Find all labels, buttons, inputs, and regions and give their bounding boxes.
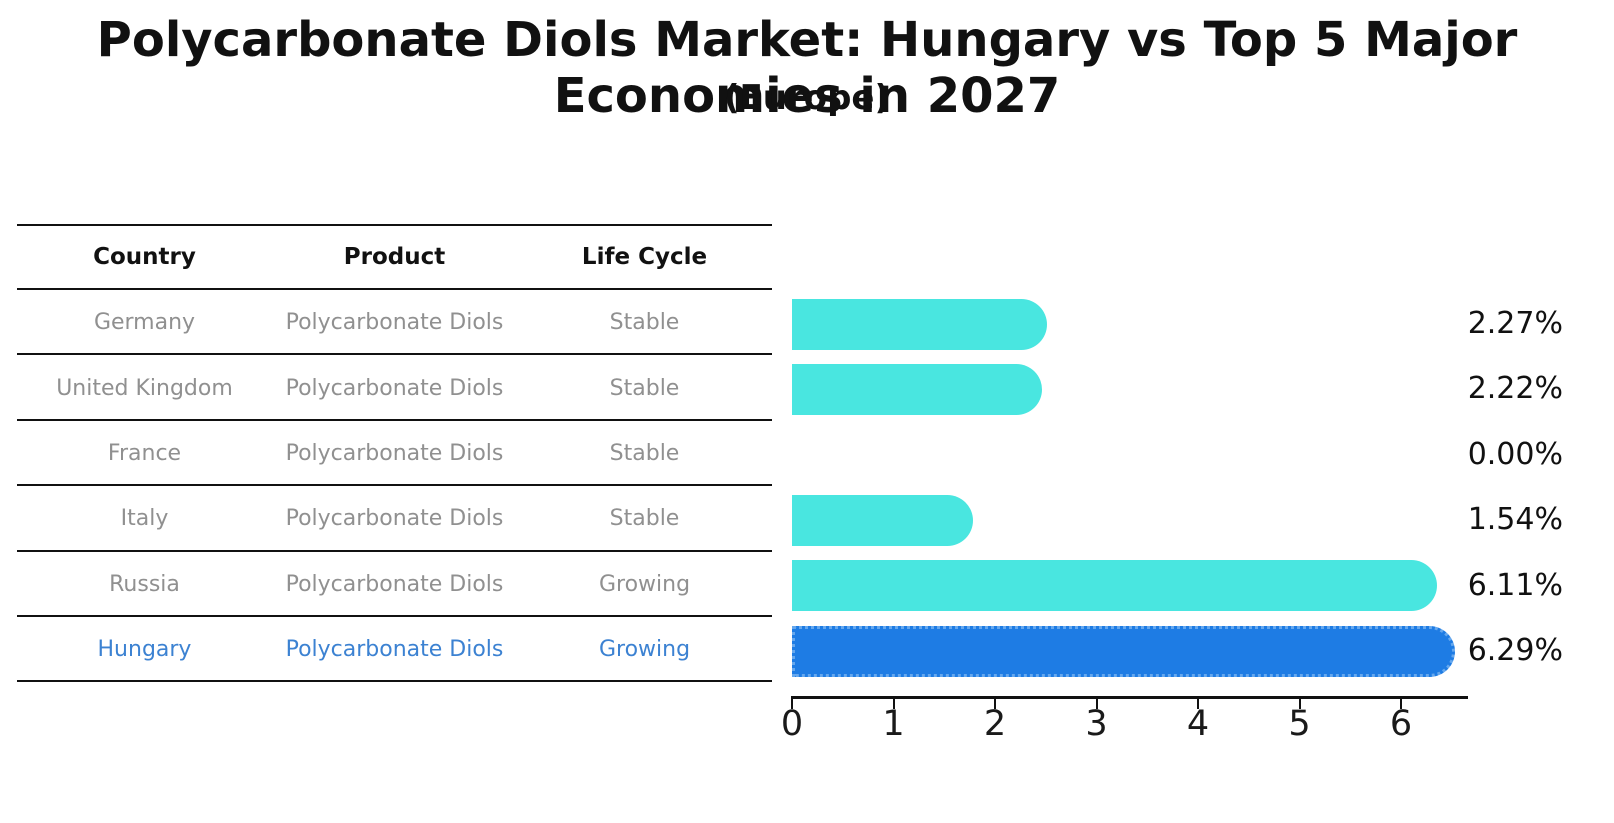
x-tick-mark-1 (892, 698, 895, 709)
value-label-united-kingdom: 2.22% (1467, 371, 1563, 407)
x-tick-mark-3 (1095, 698, 1098, 709)
x-tick-mark-6 (1400, 698, 1402, 709)
x-tick-mark-5 (1298, 698, 1301, 709)
bar-hungary (792, 625, 1456, 677)
table-row-france: France Polycarbonate Diols Stable (17, 421, 772, 486)
value-label-hungary: 6.29% (1467, 633, 1563, 668)
product-cell: Polycarbonate Diols (285, 310, 504, 336)
column-header-product: Product (343, 244, 446, 270)
lifecycle-cell: Stable (609, 506, 680, 532)
table-divider-line (17, 353, 772, 356)
product-cell: Polycarbonate Diols (285, 571, 504, 597)
x-axis-line (791, 696, 1468, 699)
table-header-row: Country Product Life Cycle (17, 224, 772, 290)
country-table: Country Product Life Cycle Germany Polyca… (17, 224, 772, 683)
x-tick-label-5: 5 (1288, 704, 1311, 744)
column-header-lifecycle: Life Cycle (581, 244, 708, 270)
bar-united-kingdom (792, 363, 1043, 415)
product-cell: Polycarbonate Diols (285, 375, 504, 401)
lifecycle-cell: Growing (598, 637, 691, 663)
table-divider-line (17, 418, 772, 421)
lifecycle-cell: Stable (609, 375, 680, 401)
x-tick-label-1: 1 (882, 704, 905, 744)
lifecycle-cell: Stable (609, 310, 680, 336)
x-tick-label-2: 2 (983, 704, 1007, 744)
table-row-russia: Russia Polycarbonate Diols Growing (17, 552, 772, 617)
country-cell: Hungary (97, 637, 192, 663)
column-header-country: Country (93, 244, 196, 270)
table-divider-line (17, 484, 772, 487)
bar-germany (792, 298, 1048, 350)
country-cell: Germany (93, 310, 196, 336)
country-cell: Italy (120, 506, 169, 532)
product-cell: Polycarbonate Diols (285, 506, 504, 532)
product-cell: Polycarbonate Diols (285, 637, 504, 663)
table-divider-line (17, 680, 772, 683)
x-tick-label-6: 6 (1389, 704, 1413, 744)
lifecycle-cell: Growing (598, 571, 691, 597)
table-row-hungary: Hungary Polycarbonate Diols Growing (17, 617, 772, 682)
table-divider-line (17, 288, 772, 290)
product-cell: Polycarbonate Diols (285, 440, 504, 466)
x-tick-label-4: 4 (1186, 704, 1210, 744)
bar-italy (792, 494, 974, 546)
chart-subtitle: (Europe) (723, 78, 891, 118)
value-label-italy: 1.54% (1467, 502, 1563, 538)
x-tick-label-0: 0 (780, 704, 804, 744)
value-label-germany: 2.27% (1467, 306, 1563, 341)
value-label-france: 0.00% (1467, 436, 1563, 472)
country-cell: Russia (109, 571, 180, 597)
table-divider-line (17, 549, 772, 552)
table-row-germany: Germany Polycarbonate Diols Stable (17, 290, 772, 355)
table-divider-line (17, 224, 772, 226)
table-row-united-kingdom: United Kingdom Polycarbonate Diols Stable (17, 355, 772, 420)
country-cell: France (107, 440, 182, 466)
table-divider-line (17, 615, 772, 617)
x-tick-mark-4 (1197, 698, 1199, 709)
chart-title: Polycarbonate Diols Market: Hungary vs T… (96, 12, 1518, 124)
lifecycle-cell: Stable (609, 440, 680, 466)
value-label-russia: 6.11% (1467, 567, 1563, 603)
country-cell: United Kingdom (56, 375, 233, 401)
x-tick-mark-0 (791, 698, 793, 709)
x-tick-mark-2 (994, 698, 996, 709)
x-tick-label-3: 3 (1085, 704, 1108, 744)
table-row-italy: Italy Polycarbonate Diols Stable (17, 486, 772, 551)
bar-russia (792, 560, 1438, 612)
